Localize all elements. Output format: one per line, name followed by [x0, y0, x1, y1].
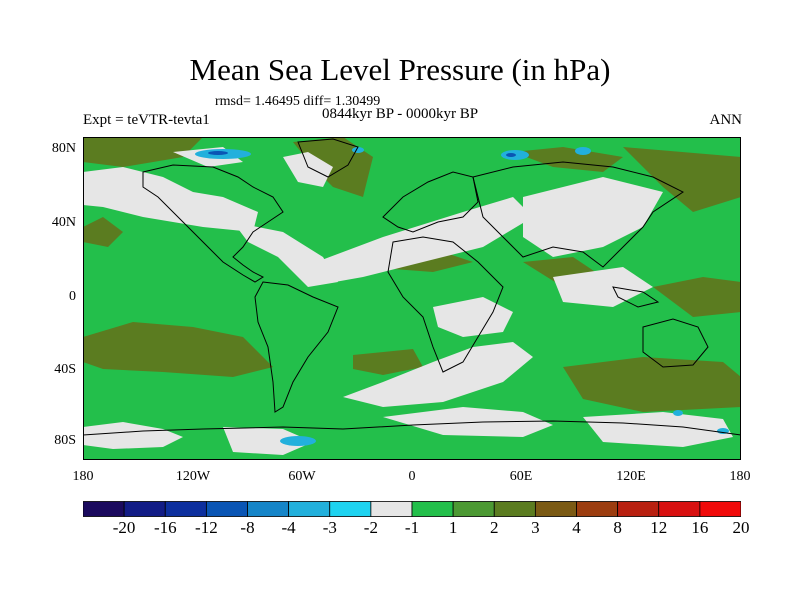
europe-coast	[382, 171, 479, 233]
rmsd-diff-stats: rmsd= 1.46495 diff= 1.30499	[215, 94, 381, 109]
north-america-coast	[142, 164, 284, 283]
pressure-anomaly-map	[83, 137, 741, 460]
greenland-low-core	[208, 151, 228, 155]
y-label-40n: 40N	[51, 215, 76, 230]
continent-coastlines	[83, 138, 741, 436]
y-label-40s: 40S	[54, 362, 76, 377]
moderate-anomaly-regions	[83, 137, 741, 412]
colorbar-box-0	[83, 501, 125, 517]
y-label-80s: 80S	[54, 433, 76, 448]
antarctic-low-2	[673, 410, 683, 416]
colorbar-box-15	[699, 501, 741, 517]
experiment-label: Expt = teVTR-tevta1	[83, 112, 210, 128]
x-label-180e: 180	[729, 469, 751, 484]
antarctica-coast	[83, 420, 741, 436]
colorbar	[83, 501, 741, 517]
map-frame	[83, 137, 741, 460]
x-label-120w: 120W	[175, 469, 211, 484]
colorbar-label-9: 2	[490, 518, 499, 537]
colorbar-label-4: -4	[281, 518, 296, 537]
colorbar-box-4	[247, 501, 290, 517]
season-label: ANN	[709, 112, 743, 128]
period-label: 0844kyr BP - 0000kyr BP	[322, 106, 479, 122]
colorbar-label-7: -1	[404, 518, 420, 537]
siberia-low-core	[506, 153, 516, 157]
colorbar-box-5	[288, 501, 331, 517]
colorbar-box-3	[205, 501, 248, 517]
x-label-120e: 120E	[616, 469, 646, 484]
y-label-80n: 80N	[51, 141, 76, 156]
negative-anomaly-spots	[195, 147, 729, 446]
near-zero-regions	[83, 147, 733, 455]
colorbar-label-15: 20	[732, 518, 750, 537]
colorbar-box-1	[123, 501, 166, 517]
colorbar-label-6: -2	[363, 518, 378, 537]
colorbar-label-5: -3	[322, 518, 337, 537]
colorbar-box-2	[164, 501, 207, 517]
bering-low	[575, 147, 591, 155]
colorbar-box-12	[576, 501, 619, 517]
colorbar-box-14	[658, 501, 701, 517]
colorbar-box-13	[617, 501, 660, 517]
x-label-60e: 60E	[509, 469, 533, 484]
colorbar-box-11	[534, 501, 577, 517]
colorbar-label-2: -12	[195, 518, 218, 537]
antarctic-low	[280, 436, 316, 446]
colorbar-label-11: 4	[572, 518, 581, 537]
x-label-60w: 60W	[288, 469, 316, 484]
colorbar-label-0: -20	[112, 518, 136, 537]
colorbar-label-10: 3	[531, 518, 540, 537]
colorbar-box-6	[329, 501, 372, 517]
x-label-180w: 180	[72, 469, 94, 484]
indonesia-coast	[612, 286, 660, 308]
colorbar-label-14: 16	[691, 518, 709, 537]
colorbar-box-8	[411, 501, 454, 517]
chart-title: Mean Sea Level Pressure (in hPa)	[189, 52, 611, 87]
colorbar-label-3: -8	[240, 518, 255, 537]
colorbar-label-13: 12	[650, 518, 668, 537]
africa-coast	[387, 236, 504, 373]
south-america-coast	[254, 281, 339, 413]
colorbar-label-1: -16	[153, 518, 177, 537]
colorbar-box-9	[452, 501, 495, 517]
x-label-0: 0	[408, 469, 416, 484]
colorbar-label-8: 1	[448, 518, 458, 537]
australia-coast	[642, 318, 709, 368]
asia-coast	[472, 161, 684, 268]
colorbar-label-12: 8	[613, 518, 622, 537]
colorbar-box-10	[493, 501, 536, 517]
colorbar-box-7	[370, 501, 413, 517]
y-label-0: 0	[69, 289, 76, 304]
greenland-coast	[297, 138, 359, 178]
